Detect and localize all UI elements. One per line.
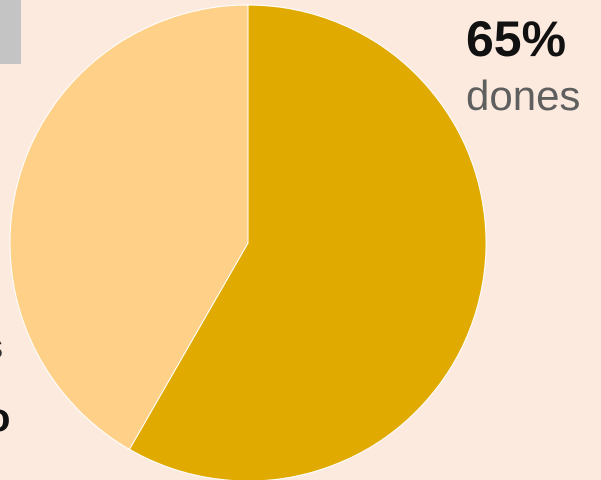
pie-slice-1 xyxy=(9,4,249,451)
pie-slice-0 xyxy=(128,4,487,480)
data-label-text: dones xyxy=(466,72,581,119)
data-label-percent: 65% xyxy=(466,11,567,67)
clipped-left-label: s . o xyxy=(0,330,10,438)
corner-gray-box xyxy=(0,0,21,64)
